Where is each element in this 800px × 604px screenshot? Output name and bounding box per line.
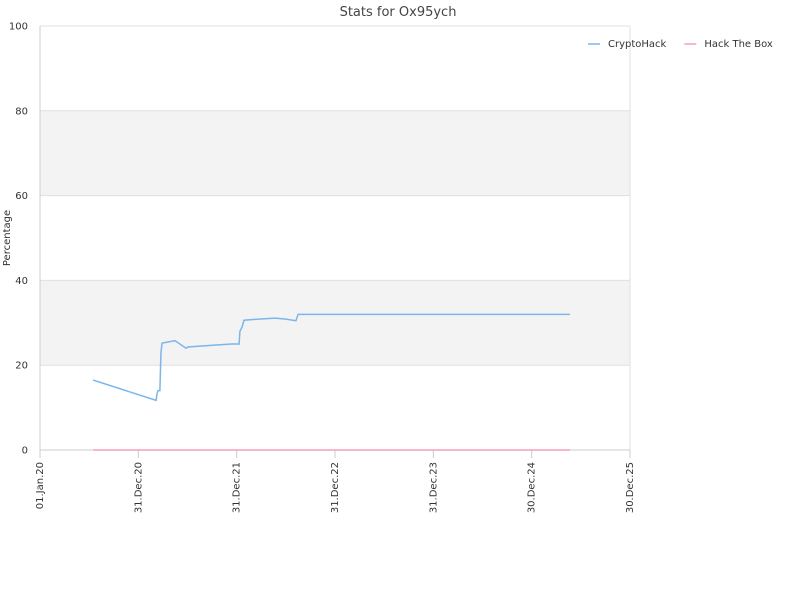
- y-tick-label: 40: [15, 276, 28, 287]
- x-tick-label: 01.Jan.20: [35, 462, 46, 509]
- plot-band: [40, 110, 630, 196]
- series-line: [92, 313, 570, 402]
- legend-label: CryptoHack: [608, 39, 667, 50]
- y-tick-label: 0: [22, 446, 28, 457]
- x-tick-label: 31.Dec.23: [428, 462, 439, 513]
- x-tick-label: 30.Dec.25: [625, 462, 636, 513]
- chart-title: Stats for Ox95ych: [340, 5, 457, 20]
- y-tick-label: 60: [15, 191, 28, 202]
- y-tick-label: 100: [9, 22, 28, 33]
- x-tick-label: 30.Dec.24: [527, 462, 538, 513]
- x-tick-label: 31.Dec.22: [330, 462, 341, 513]
- x-tick-label: 31.Dec.20: [133, 462, 144, 513]
- plot-band: [40, 280, 630, 366]
- legend-label: Hack The Box: [704, 39, 773, 50]
- y-tick-label: 80: [15, 106, 28, 117]
- x-tick-label: 31.Dec.21: [232, 462, 243, 513]
- y-tick-label: 20: [15, 361, 28, 372]
- y-axis-label: Percentage: [2, 210, 13, 266]
